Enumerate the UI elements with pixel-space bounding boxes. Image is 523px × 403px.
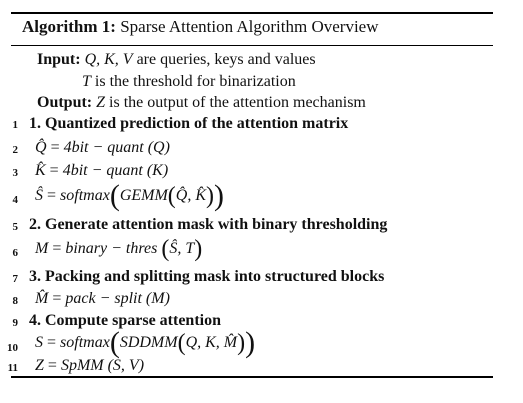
- input-label: Input:: [37, 51, 81, 68]
- equation-args: Q̂, K̂: [175, 187, 207, 204]
- algorithm-name: Sparse Attention Algorithm Overview: [120, 17, 379, 36]
- equation-line: Q̂ = 4bit − quant (Q): [35, 139, 170, 156]
- step-heading: 1. Quantized prediction of the attention…: [29, 115, 349, 132]
- step-heading: 4. Compute sparse attention: [29, 312, 221, 329]
- equation-lhs: Ŝ: [35, 187, 43, 204]
- threshold-var: T: [82, 73, 91, 90]
- threshold-line: T is the threshold for binarization: [82, 73, 296, 91]
- line-number: 9: [12, 317, 19, 329]
- equation-line: S = softmax(SDDMM(Q, K, M̂)): [35, 326, 256, 359]
- line-number: 7: [12, 273, 19, 285]
- step-heading: 3. Packing and splitting mask into struc…: [29, 268, 385, 285]
- input-vars: Q, K, V: [84, 51, 133, 68]
- equation-rhs: pack − split (M): [65, 290, 170, 307]
- equation-line: M = binary − thres (Ŝ, T): [35, 236, 203, 262]
- equation-func: GEMM: [119, 187, 168, 204]
- line-number: 11: [7, 362, 18, 374]
- equation-lhs: M̂: [35, 290, 49, 307]
- equation-lhs: Q̂: [35, 139, 47, 156]
- line-number: 3: [12, 167, 19, 179]
- equation-lhs: M: [35, 240, 49, 257]
- input-line: Input: Q, K, V are queries, keys and val…: [37, 51, 316, 69]
- equation-rhs: SpMM (S, V): [60, 357, 145, 374]
- line-number: 4: [12, 194, 19, 206]
- output-label: Output:: [37, 94, 93, 111]
- equation-args: Ŝ, T: [169, 240, 195, 257]
- equation-rhs: 4bit − quant (Q): [63, 139, 170, 156]
- equation-func: softmax: [60, 187, 110, 204]
- equation-line: Z = SpMM (S, V): [35, 357, 145, 374]
- input-text: are queries, keys and values: [136, 51, 316, 68]
- line-number: 10: [7, 342, 18, 354]
- equation-line: K̂ = 4bit − quant (K): [35, 162, 169, 179]
- algorithm-label: Algorithm 1:: [22, 17, 116, 36]
- step-heading: 2. Generate attention mask with binary t…: [29, 216, 388, 233]
- threshold-text: is the threshold for binarization: [94, 73, 296, 90]
- output-text: is the output of the attention mechanism: [109, 94, 366, 111]
- equation-lhs: K̂: [35, 162, 46, 179]
- title-rule: [11, 45, 493, 46]
- equation-line: M̂ = pack − split (M): [35, 290, 170, 307]
- output-var: Z: [96, 94, 106, 111]
- line-number: 8: [12, 295, 19, 307]
- equation-lhs: S: [35, 334, 43, 351]
- line-number: 2: [12, 144, 19, 156]
- algorithm-title: Algorithm 1: Sparse Attention Algorithm …: [22, 17, 379, 37]
- output-line: Output: Z is the output of the attention…: [37, 94, 366, 112]
- line-number: 1: [12, 119, 19, 131]
- equation-func: SDDMM: [119, 334, 178, 351]
- equation-lhs: Z: [35, 357, 44, 374]
- bottom-rule: [11, 376, 493, 378]
- line-number: 6: [12, 247, 19, 259]
- equation-rhs: 4bit − quant (K): [62, 162, 169, 179]
- equation-func: binary − thres: [65, 240, 158, 257]
- equation-line: Ŝ = softmax(GEMM(Q̂, K̂)): [35, 179, 225, 212]
- top-rule: [11, 12, 493, 14]
- equation-args: Q, K, M̂: [185, 334, 238, 351]
- line-number: 5: [12, 221, 19, 233]
- equation-func: softmax: [60, 334, 110, 351]
